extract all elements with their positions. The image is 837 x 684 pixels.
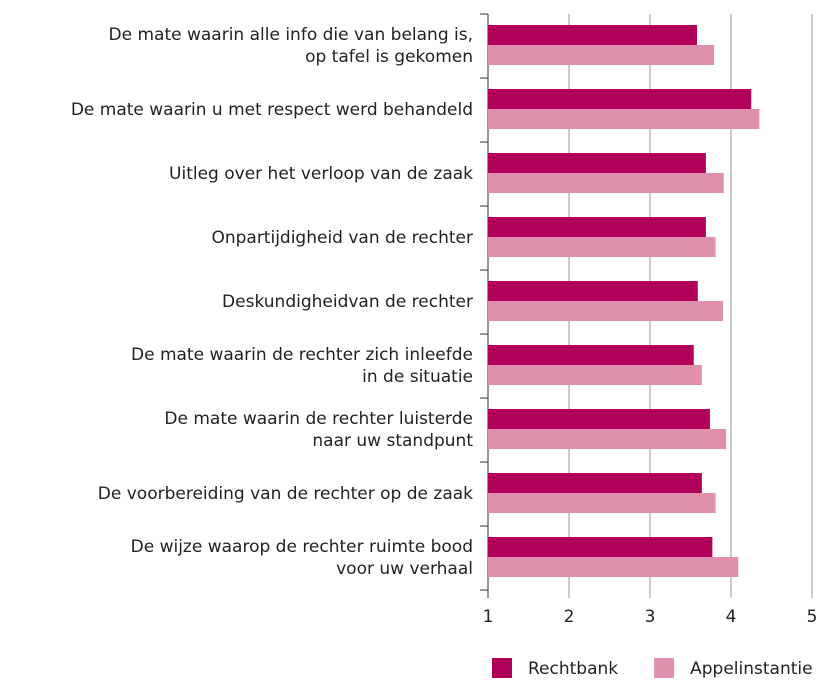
legend-label: Appelinstantie (690, 659, 812, 679)
y-tick-label: Onpartijdigheid van de rechter (211, 228, 473, 248)
y-tick-label: De mate waarin alle info die van belang … (108, 25, 473, 67)
y-tick-label: De mate waarin de rechter luisterde naar… (164, 409, 473, 451)
x-tick-label: 3 (645, 607, 656, 627)
x-tick-label: 4 (726, 607, 737, 627)
y-tick-label: De wijze waarop de rechter ruimte bood v… (130, 537, 473, 579)
x-tick-label: 5 (807, 607, 818, 627)
y-tick-label: Deskundigheidvan de rechter (222, 292, 473, 312)
legend-swatch (654, 658, 675, 678)
legend-label: Rechtbank (528, 659, 618, 679)
bar (488, 217, 706, 237)
y-tick-label: De mate waarin u met respect werd behand… (70, 100, 473, 120)
bar (488, 281, 698, 301)
bar (488, 109, 760, 129)
bar (488, 429, 727, 449)
bar (488, 409, 710, 429)
bar (488, 89, 752, 109)
bar (488, 237, 716, 257)
y-tick-label: Uitleg over het verloop van de zaak (169, 164, 473, 184)
bar (488, 365, 702, 385)
bar (488, 153, 706, 173)
bar (488, 493, 716, 513)
x-tick-label: 1 (483, 607, 494, 627)
x-tick-label: 2 (564, 607, 575, 627)
bar (488, 25, 697, 45)
bar (488, 301, 723, 321)
legend-swatch (492, 658, 512, 678)
y-tick-label: De voorbereiding van de rechter op de za… (97, 484, 473, 504)
bar (488, 537, 713, 557)
bar (488, 557, 739, 577)
bar (488, 45, 714, 65)
y-tick-label: De mate waarin de rechter zich inleefde … (130, 345, 473, 387)
bar (488, 173, 724, 193)
bar (488, 473, 702, 493)
bar (488, 345, 694, 365)
